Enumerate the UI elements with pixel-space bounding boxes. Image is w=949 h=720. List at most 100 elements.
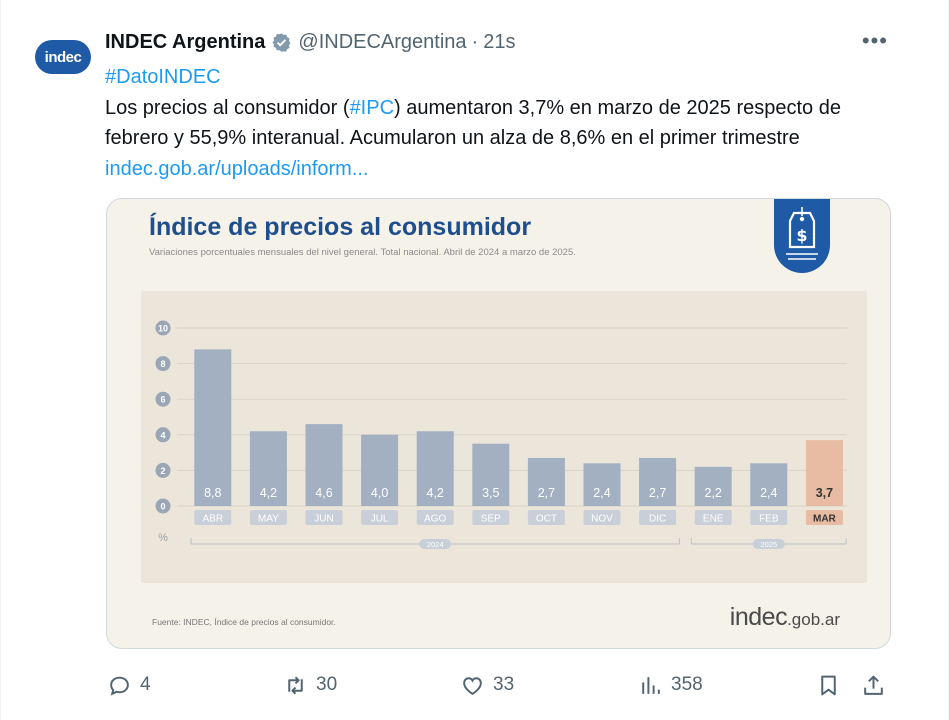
value-label: 4,6 bbox=[315, 486, 332, 500]
value-label: 3,7 bbox=[816, 486, 833, 500]
category-label: OCT bbox=[536, 514, 557, 525]
year-label: 2025 bbox=[760, 540, 777, 549]
reply-icon bbox=[110, 676, 129, 696]
y-tick-label: 0 bbox=[160, 502, 165, 512]
y-tick-dot bbox=[155, 320, 171, 336]
author-handle[interactable]: @INDECArgentina bbox=[298, 30, 467, 53]
value-label: 8,8 bbox=[204, 486, 221, 500]
category-pill bbox=[361, 510, 399, 525]
bar bbox=[194, 349, 232, 506]
timestamp[interactable]: 21s bbox=[483, 30, 516, 53]
verified-badge-icon[interactable] bbox=[271, 32, 292, 53]
value-label: 2,2 bbox=[705, 486, 722, 500]
bar bbox=[694, 466, 732, 506]
y-tick-label: 6 bbox=[160, 395, 165, 405]
bar bbox=[361, 434, 399, 506]
category-label: ABR bbox=[203, 514, 224, 525]
brand-main: indec bbox=[729, 603, 788, 631]
tweet-actions: 4 30 33 358 bbox=[105, 670, 895, 700]
avatar[interactable]: indec bbox=[35, 38, 91, 76]
category-pill bbox=[639, 510, 677, 525]
y-tick-dot bbox=[155, 356, 171, 372]
views-count: 358 bbox=[671, 674, 703, 695]
y-tick-dot bbox=[155, 462, 171, 478]
author-name[interactable]: INDEC Argentina bbox=[105, 30, 266, 53]
category-pill bbox=[416, 510, 454, 525]
text-part-2: ) aumentaron 3,7% en marzo de 2025 respe… bbox=[105, 96, 841, 150]
bookmark-button[interactable] bbox=[816, 670, 841, 700]
category-pill bbox=[694, 510, 732, 525]
price-tag-dollar-icon: $ bbox=[774, 199, 830, 273]
repost-count: 30 bbox=[316, 674, 338, 695]
bar bbox=[305, 424, 343, 506]
y-tick-label: 8 bbox=[160, 359, 165, 369]
category-pill bbox=[527, 510, 565, 525]
category-pill bbox=[805, 510, 843, 525]
year-label: 2024 bbox=[427, 540, 444, 549]
brand-logo: indec.gob.ar bbox=[730, 603, 840, 632]
category-pill bbox=[194, 510, 232, 525]
bar bbox=[805, 440, 843, 506]
views-button[interactable]: 358 bbox=[638, 670, 703, 700]
category-label: ENE bbox=[703, 514, 724, 525]
like-count: 33 bbox=[493, 674, 515, 695]
y-tick-label: 10 bbox=[158, 324, 168, 334]
year-pill bbox=[419, 539, 452, 549]
hashtag-datoindec[interactable]: #DatoINDEC bbox=[105, 66, 221, 88]
tweet-link[interactable]: indec.gob.ar/uploads/inform... bbox=[105, 157, 369, 180]
like-button[interactable]: 33 bbox=[460, 670, 514, 700]
text-part-1: Los precios al consumidor ( bbox=[105, 96, 350, 119]
value-label: 2,4 bbox=[593, 486, 610, 500]
year-pill bbox=[752, 539, 785, 549]
value-label: 2,4 bbox=[760, 486, 777, 500]
tweet-header: INDEC Argentina @INDECArgentina · 21s bbox=[105, 29, 515, 55]
hashtag-ipc[interactable]: #IPC bbox=[349, 96, 395, 119]
value-label: 4,2 bbox=[427, 486, 444, 500]
category-label: MAY bbox=[258, 514, 279, 525]
category-label: NOV bbox=[591, 514, 613, 525]
chart-subtitle: Variaciones porcentuales mensuales del n… bbox=[149, 247, 576, 258]
bar bbox=[583, 463, 621, 506]
category-pill bbox=[583, 510, 621, 525]
category-label: AGO bbox=[424, 514, 446, 525]
category-label: FEB bbox=[759, 514, 779, 525]
chart-source: Fuente: INDEC, Índice de precios al cons… bbox=[152, 617, 336, 627]
repost-button[interactable]: 30 bbox=[283, 670, 337, 700]
bar bbox=[472, 443, 510, 506]
category-label: JUL bbox=[371, 514, 389, 525]
category-pill bbox=[249, 510, 287, 525]
value-label: 4,2 bbox=[260, 486, 277, 500]
brand-suffix: .gob.ar bbox=[787, 610, 840, 629]
svg-text:$: $ bbox=[796, 226, 807, 245]
chart-title: Índice de precios al consumidor bbox=[149, 213, 532, 241]
bookmark-icon bbox=[821, 675, 836, 695]
category-label: DIC bbox=[649, 514, 666, 525]
value-label: 3,5 bbox=[482, 486, 499, 500]
y-tick-dot bbox=[155, 427, 171, 443]
share-button[interactable] bbox=[861, 670, 886, 700]
y-tick-label: 2 bbox=[160, 466, 165, 476]
repost-icon bbox=[288, 675, 303, 695]
y-unit-label: % bbox=[158, 532, 168, 544]
reply-button[interactable]: 4 bbox=[107, 670, 151, 700]
tweet-text: #DatoINDEC Los precios al consumidor (#I… bbox=[105, 62, 895, 184]
avatar-logo: indec bbox=[35, 40, 91, 74]
bar bbox=[750, 463, 788, 506]
y-tick-dot bbox=[155, 498, 171, 514]
share-icon bbox=[864, 675, 883, 695]
category-pill bbox=[305, 510, 343, 525]
category-label: JUN bbox=[314, 514, 333, 525]
bar-chart: 0 2 4 6 8 10% 8,8 ABR 4,2 MAY 4,6 JUN 4,0 JUL 4,2 AGO 3,… bbox=[155, 320, 847, 549]
y-tick-dot bbox=[155, 391, 171, 407]
views-bar-chart-icon bbox=[642, 676, 660, 694]
bar bbox=[639, 457, 677, 506]
heart-icon bbox=[463, 676, 482, 695]
more-options-icon[interactable]: ••• bbox=[861, 28, 888, 53]
media-card[interactable]: Índice de precios al consumidor Variacio… bbox=[106, 198, 891, 649]
value-label: 2,7 bbox=[649, 486, 666, 500]
category-label: SEP bbox=[481, 514, 501, 525]
category-pill bbox=[472, 510, 510, 525]
value-label: 2,7 bbox=[538, 486, 555, 500]
bar bbox=[527, 457, 565, 506]
